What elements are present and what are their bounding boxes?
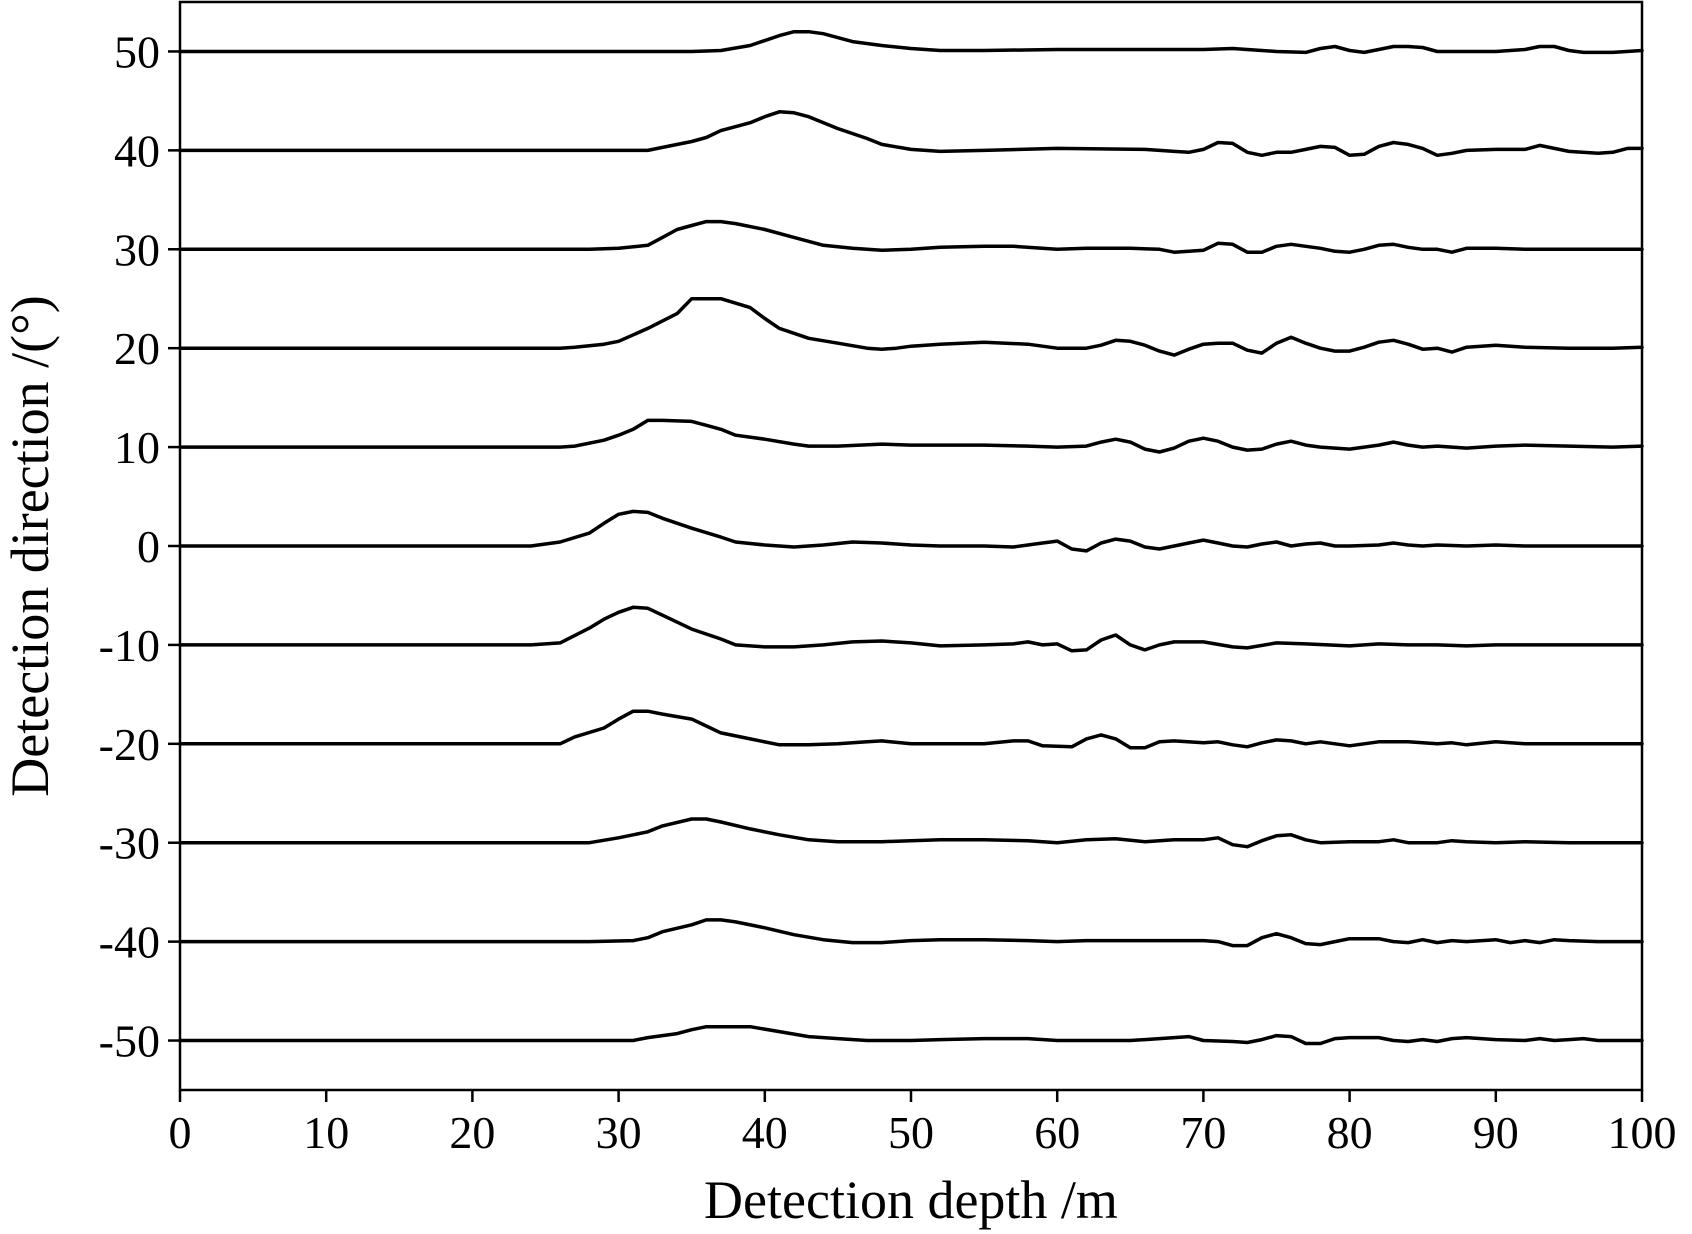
y-tick-label: 40 [114, 125, 160, 176]
trace-line [178, 29, 1644, 55]
y-tick-label: 10 [114, 422, 160, 473]
x-tick-label: 70 [1180, 1107, 1226, 1158]
y-tick-label: -20 [99, 719, 160, 770]
y-tick-label: 0 [137, 521, 160, 572]
y-axis: 50 40 30 20 10 0 -10 -20 -30 -40 -50 [99, 26, 180, 1067]
x-tick-label: 40 [742, 1107, 788, 1158]
trace-line [178, 1024, 1644, 1046]
y-tick-label: 50 [114, 26, 160, 77]
y-axis-title: Detection direction /(°) [0, 295, 60, 796]
y-tick-label: 20 [114, 323, 160, 374]
trace-line [178, 817, 1644, 849]
y-tick-label: -40 [99, 917, 160, 968]
x-axis: 0 10 20 30 40 50 60 70 80 90 100 [169, 1090, 1677, 1158]
trace-line [178, 296, 1644, 357]
y-tick-label: 30 [114, 224, 160, 275]
x-tick-label: 0 [169, 1107, 192, 1158]
trace-line [178, 509, 1644, 553]
plot-frame [178, 0, 1644, 1092]
x-tick-label: 60 [1034, 1107, 1080, 1158]
x-tick-label: 30 [596, 1107, 642, 1158]
y-tick-label: -10 [99, 620, 160, 671]
trace-line [178, 110, 1644, 158]
y-tick-label: -50 [99, 1016, 160, 1067]
trace-line [178, 709, 1644, 750]
x-axis-title: Detection depth /m [704, 1170, 1118, 1230]
x-tick-label: 20 [449, 1107, 495, 1158]
trace-line [178, 219, 1644, 254]
trace-series-group [178, 29, 1644, 1046]
trace-line [178, 918, 1644, 948]
x-tick-label: 10 [303, 1107, 349, 1158]
trace-line [178, 605, 1644, 653]
y-tick-label: -30 [99, 818, 160, 869]
trace-line [178, 418, 1644, 454]
x-tick-label: 90 [1473, 1107, 1519, 1158]
x-tick-label: 100 [1608, 1107, 1677, 1158]
x-tick-label: 50 [888, 1107, 934, 1158]
x-tick-label: 80 [1327, 1107, 1373, 1158]
